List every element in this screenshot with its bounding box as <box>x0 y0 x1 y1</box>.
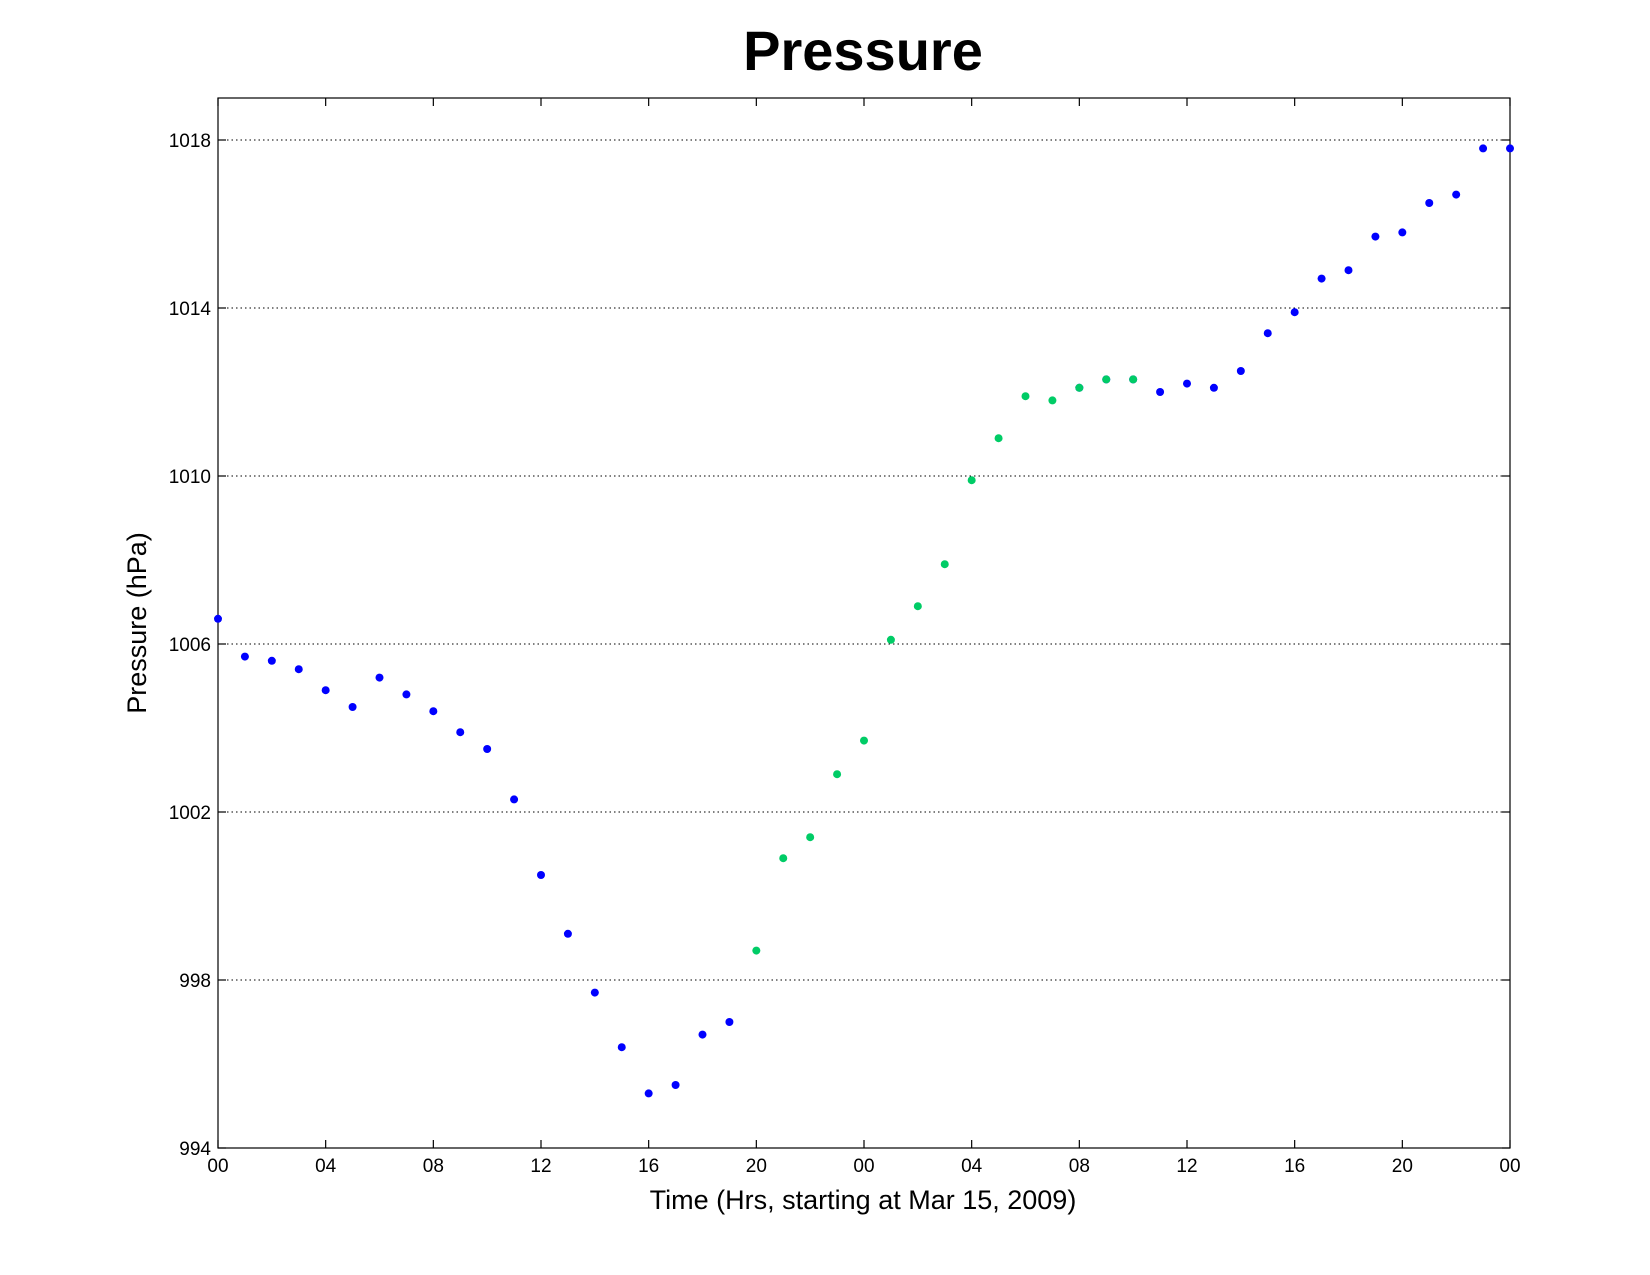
x-tick-label: 08 <box>1069 1156 1090 1177</box>
x-tick-label: 12 <box>530 1156 551 1177</box>
y-tick-label: 1010 <box>169 467 211 488</box>
data-point <box>1102 375 1111 384</box>
data-point <box>1048 396 1057 405</box>
data-point <box>1129 375 1138 384</box>
x-tick-label: 16 <box>1284 1156 1305 1177</box>
grid-layer <box>218 139 1510 981</box>
data-point <box>913 602 922 611</box>
data-point <box>886 635 895 644</box>
data-point <box>214 614 222 623</box>
data-point <box>1183 379 1191 388</box>
data-point <box>698 1030 707 1039</box>
data-point <box>1021 392 1030 401</box>
data-point <box>617 1043 626 1052</box>
data-point <box>240 652 249 661</box>
data-point <box>483 745 492 753</box>
data-point <box>375 673 384 682</box>
data-point <box>537 871 545 879</box>
data-point <box>1425 199 1434 207</box>
data-point <box>1452 190 1461 199</box>
chart-title: Pressure <box>743 19 983 82</box>
data-point <box>348 703 357 711</box>
series-0 <box>214 144 1514 1098</box>
data-point <box>967 476 976 485</box>
x-tick-label: 00 <box>1499 1156 1520 1177</box>
data-point <box>1506 144 1514 153</box>
data-point <box>402 690 411 699</box>
data-point <box>1398 228 1407 237</box>
data-point <box>1479 144 1488 153</box>
data-point <box>1209 383 1218 392</box>
x-tick-label: 20 <box>1392 1156 1413 1177</box>
data-point <box>1344 266 1353 275</box>
plot-frame <box>217 97 1511 1149</box>
data-point <box>1236 367 1245 375</box>
y-tick-label: 994 <box>179 1139 211 1160</box>
x-axis-label: Time (Hrs, starting at Mar 15, 2009) <box>650 1185 1077 1215</box>
data-point <box>940 560 949 569</box>
x-tick-label: 12 <box>1176 1156 1197 1177</box>
x-tick-label: 00 <box>853 1156 874 1177</box>
y-tick-label: 1006 <box>169 635 211 656</box>
data-point <box>806 833 815 842</box>
data-point <box>860 736 868 745</box>
x-tick-label: 04 <box>315 1156 337 1177</box>
point-layer <box>214 144 1514 1098</box>
data-point <box>644 1089 653 1098</box>
data-point <box>779 854 788 863</box>
data-point <box>1290 308 1299 317</box>
data-point <box>1317 274 1326 283</box>
y-tick-label: 1018 <box>169 131 211 152</box>
data-point <box>510 795 519 804</box>
data-point <box>429 707 438 716</box>
data-point <box>671 1081 680 1089</box>
series-1 <box>752 375 1138 955</box>
data-point <box>321 686 330 695</box>
data-point <box>1156 388 1165 396</box>
y-tick-label: 998 <box>179 971 211 992</box>
y-tick-label: 1014 <box>169 299 212 320</box>
data-point <box>1371 232 1380 241</box>
y-axis-label: Pressure (hPa) <box>122 532 152 714</box>
x-tick-label: 16 <box>638 1156 659 1177</box>
data-point <box>590 988 599 997</box>
data-point <box>563 929 572 938</box>
data-point <box>725 1018 734 1026</box>
x-tick-label: 04 <box>961 1156 983 1177</box>
data-point <box>833 770 842 779</box>
data-point <box>1075 383 1084 392</box>
x-tick-label: 00 <box>207 1156 228 1177</box>
data-point <box>294 665 303 674</box>
x-tick-label: 20 <box>746 1156 767 1177</box>
data-point <box>752 946 761 955</box>
data-point <box>267 656 276 665</box>
y-tick-label: 1002 <box>169 803 211 824</box>
data-point <box>1263 329 1272 338</box>
x-tick-label: 08 <box>423 1156 444 1177</box>
data-point <box>456 728 465 737</box>
tick-layer: 994 998 1002 1006 1010 1014 1018 00 04 08 12 16 20 00… <box>169 98 1521 1177</box>
data-point <box>994 434 1003 443</box>
